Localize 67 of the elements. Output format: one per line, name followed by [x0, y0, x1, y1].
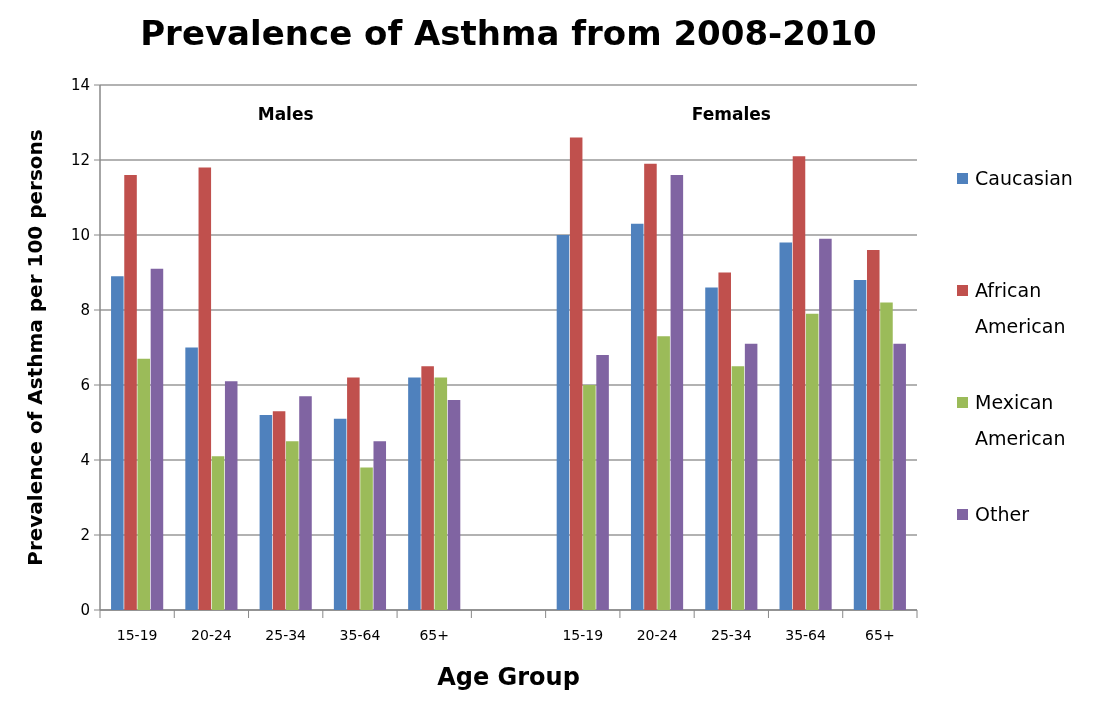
y-tick-label: 4 — [80, 451, 90, 470]
x-axis-title: Age Group — [437, 663, 580, 691]
bar — [569, 137, 583, 610]
bar — [866, 250, 880, 610]
bar — [408, 377, 421, 610]
bar — [670, 175, 684, 610]
y-tick-label: 8 — [80, 301, 90, 320]
legend-label: Caucasian — [975, 167, 1073, 189]
bar — [819, 238, 832, 610]
legend-label: Mexican American — [975, 391, 1066, 449]
bar — [434, 377, 448, 610]
x-tick-label: 15-19 — [562, 627, 604, 643]
y-tick-label: 0 — [80, 601, 90, 620]
bar — [779, 242, 793, 610]
bar — [373, 441, 387, 610]
bar — [333, 418, 347, 610]
y-tick-label: 2 — [80, 526, 90, 545]
bar — [259, 415, 273, 610]
x-tick-label: 25-34 — [710, 627, 752, 643]
bar — [596, 355, 609, 610]
x-tick-label: 15-19 — [116, 627, 158, 643]
x-tick-label: 20-24 — [636, 627, 678, 643]
bar — [124, 175, 137, 610]
bar — [347, 377, 360, 610]
bar — [421, 366, 434, 610]
bar — [718, 272, 731, 610]
x-tick-label: 20-24 — [191, 627, 232, 643]
bar — [792, 156, 806, 610]
y-tick-label: 6 — [80, 376, 90, 395]
bar — [211, 456, 225, 610]
bar — [893, 343, 906, 610]
bar — [447, 400, 461, 610]
bar — [630, 223, 644, 610]
y-tick-label: 14 — [70, 76, 90, 95]
bar — [111, 276, 124, 610]
bar — [805, 313, 819, 610]
bar — [299, 396, 312, 610]
y-tick-label: 10 — [70, 226, 90, 245]
bar — [224, 381, 238, 610]
x-tick-label: 25-34 — [265, 627, 307, 643]
bar — [150, 268, 164, 610]
legend-label: Other — [975, 503, 1030, 525]
x-tick-label: 65+ — [865, 627, 895, 643]
bar — [556, 235, 570, 610]
bar — [731, 366, 745, 610]
y-tick-label: 12 — [70, 151, 90, 170]
bar — [705, 287, 718, 610]
x-tick-label: 35-64 — [339, 627, 381, 643]
annotation: Females — [691, 104, 771, 124]
chart-title: Prevalence of Asthma from 2008-2010 — [140, 13, 877, 53]
bar — [286, 441, 299, 610]
bar — [853, 280, 867, 610]
x-tick-label: 35-64 — [785, 627, 827, 643]
bar — [583, 385, 596, 610]
bar — [360, 467, 373, 610]
legend-label: African American — [975, 279, 1066, 337]
y-axis-title: Prevalence of Asthma per 100 persons — [23, 129, 47, 566]
bar — [744, 343, 758, 610]
bar — [198, 167, 212, 610]
bar — [880, 302, 893, 610]
bar — [185, 347, 198, 610]
bar — [657, 336, 670, 610]
bar — [272, 411, 286, 610]
bar — [137, 358, 151, 610]
x-tick-label: 65+ — [419, 627, 449, 643]
bar — [644, 163, 657, 610]
annotation: Males — [257, 104, 314, 124]
